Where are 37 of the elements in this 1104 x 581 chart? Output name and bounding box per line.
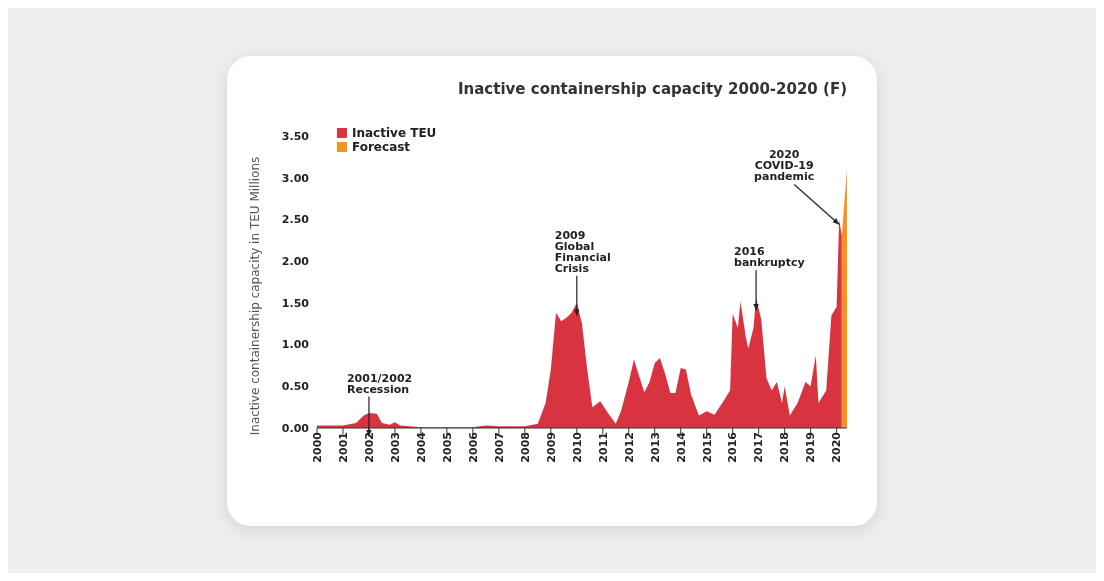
x-tick-label: 2005: [440, 431, 454, 463]
annotation: 2016 bankruptcy: [734, 244, 805, 269]
legend-label: Inactive TEU: [352, 125, 437, 140]
x-tick-label: 2006: [466, 431, 480, 463]
x-tick-label: 2016: [726, 431, 740, 463]
y-tick-label: 3.00: [281, 171, 310, 185]
annotation: 2020 COVID-19 pandemic: [754, 147, 815, 183]
y-tick-label: 1.00: [281, 337, 310, 351]
y-tick-label: 0.50: [281, 379, 310, 393]
x-tick-label: 2017: [752, 431, 766, 463]
x-tick-label: 2009: [544, 431, 558, 463]
y-axis-title: Inactive containership capacity in TEU Millions: [248, 156, 262, 435]
legend-label: Forecast: [352, 139, 411, 154]
x-tick-label: 2003: [388, 431, 402, 463]
y-tick-label: 0.00: [281, 421, 310, 435]
x-tick-label: 2008: [518, 431, 532, 463]
x-tick-label: 2012: [622, 431, 636, 463]
y-tick-label: 2.00: [281, 254, 310, 268]
x-tick-label: 2004: [414, 431, 428, 463]
x-tick-label: 2018: [778, 431, 792, 463]
y-tick-label: 3.50: [281, 129, 310, 143]
x-tick-label: 2013: [648, 431, 662, 463]
x-tick-label: 2014: [674, 431, 688, 463]
x-tick-label: 2001: [336, 431, 350, 463]
y-tick-label: 1.50: [281, 296, 310, 310]
x-tick-label: 2007: [492, 431, 506, 463]
x-tick-label: 2000: [310, 431, 324, 463]
chart-title: Inactive containership capacity 2000-2020 (F): [457, 79, 847, 98]
x-tick-label: 2002: [362, 431, 376, 463]
x-tick-label: 2010: [570, 431, 584, 463]
x-tick-label: 2011: [596, 431, 610, 463]
x-tick-label: 2019: [804, 431, 818, 463]
x-tick-label: 2020: [830, 431, 844, 463]
annotation: 2001/2002 Recession: [346, 371, 413, 396]
x-tick-label: 2015: [700, 431, 714, 463]
annotation: 2009 Global Financial Crisis: [554, 228, 611, 275]
y-tick-label: 2.50: [281, 212, 310, 226]
